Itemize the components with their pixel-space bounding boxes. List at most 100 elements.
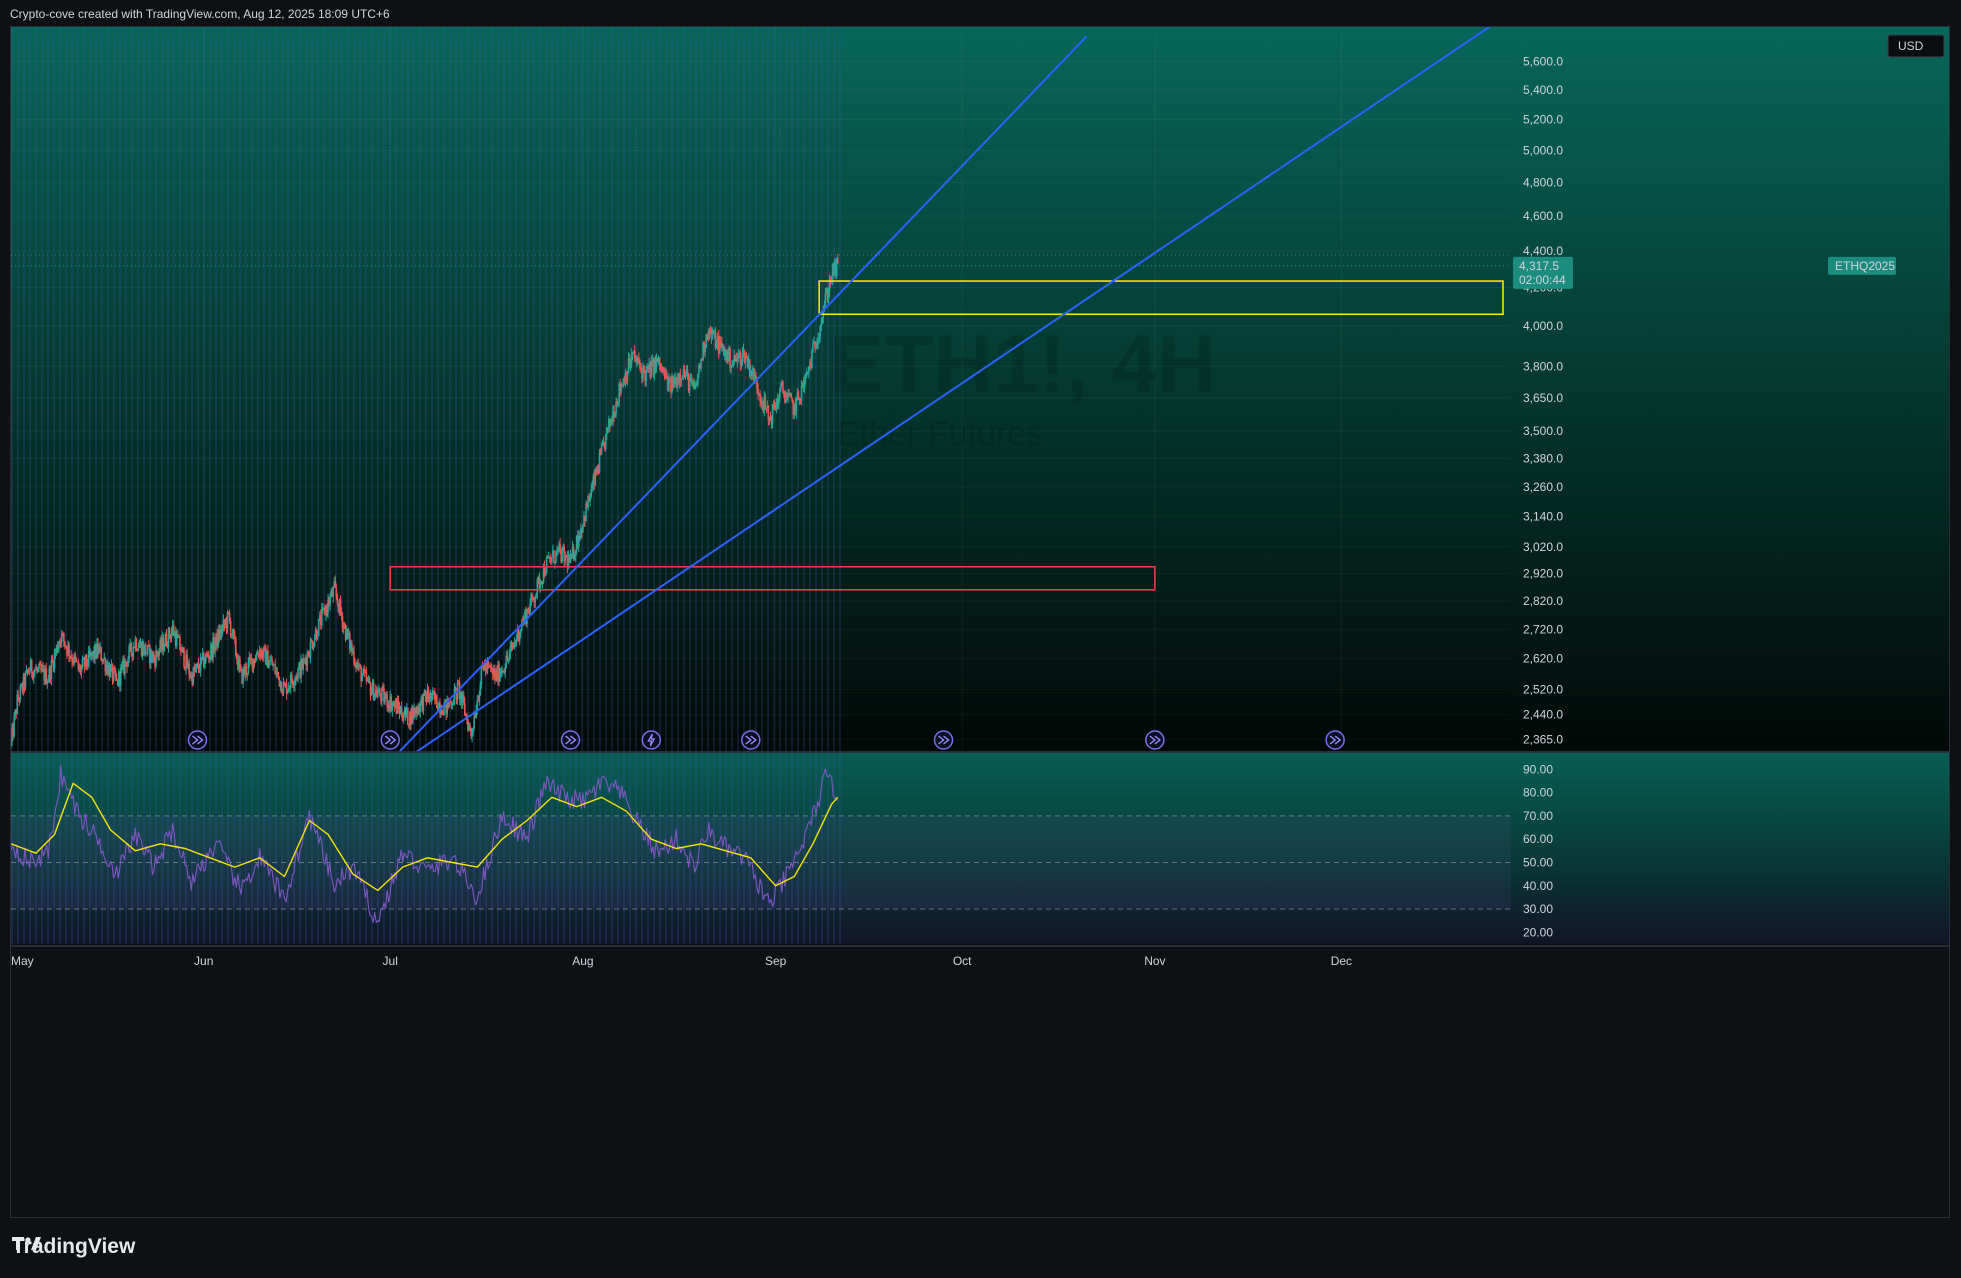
- candle-body: [824, 293, 827, 306]
- steep-trendline[interactable]: [389, 35, 1088, 762]
- rsi-moving-average-line[interactable]: [11, 782, 839, 892]
- fast-forward-icon[interactable]: [380, 730, 400, 750]
- rsi-tick-label: 90.00: [1523, 762, 1553, 776]
- candle-body: [657, 357, 660, 362]
- candle-body: [107, 665, 110, 674]
- candle-body: [455, 687, 458, 700]
- fast-forward-icon[interactable]: [1145, 730, 1165, 750]
- candle-body: [402, 716, 405, 721]
- candle-body: [36, 668, 38, 671]
- candle-body: [194, 669, 197, 672]
- fast-forward-icon[interactable]: [741, 730, 761, 750]
- candle-body: [277, 672, 280, 677]
- candle-body: [230, 634, 233, 636]
- candle-body: [742, 349, 745, 353]
- candle-body: [601, 441, 604, 446]
- candle-body: [488, 665, 491, 668]
- support-zone[interactable]: [389, 565, 1156, 591]
- candle-body: [766, 405, 769, 409]
- chart-frame[interactable]: ETH1!, 4H Ether Futures 5,600.0 5,400.0 5,20…: [10, 26, 1950, 1218]
- price-pane[interactable]: ETH1!, 4H Ether Futures 5,600.0 5,400.0 5,20…: [11, 27, 1950, 944]
- candle-body: [369, 683, 372, 696]
- candle-body: [439, 702, 441, 713]
- candle-body: [11, 727, 13, 742]
- chart-canvas[interactable]: ETH1!, 4H Ether Futures 5,600.0 5,400.0 5,20…: [11, 27, 1950, 1218]
- candle-body: [634, 358, 637, 362]
- candle-body: [464, 703, 466, 716]
- candle-body: [172, 625, 175, 636]
- rsi-pane[interactable]: 90.00 80.00 70.00 60.00 50.00 40.00 30.00 20.00: [11, 753, 1950, 944]
- candle-body: [649, 362, 652, 377]
- candle-body: [440, 710, 442, 713]
- candle-body: [102, 659, 105, 662]
- candle-body: [242, 668, 244, 684]
- candle-body: [486, 662, 489, 670]
- candle-body: [85, 654, 88, 665]
- candle-body: [772, 404, 775, 406]
- candle-body: [135, 639, 138, 650]
- candle-body: [383, 688, 385, 702]
- resistance-zone[interactable]: [818, 280, 1504, 316]
- candle-body: [43, 668, 45, 681]
- candle-body: [74, 654, 77, 659]
- fast-forward-icon[interactable]: [187, 730, 208, 750]
- candle-body: [21, 684, 24, 691]
- candle-body: [449, 702, 452, 704]
- candle-body: [575, 535, 578, 551]
- candle-body: [376, 692, 379, 697]
- candle-body: [28, 670, 31, 673]
- candle-body: [828, 279, 831, 293]
- candle-body: [688, 378, 691, 391]
- candle-body: [203, 662, 206, 668]
- candle-body: [95, 644, 97, 658]
- candle-body: [825, 290, 828, 294]
- currency-button[interactable]: [1887, 34, 1945, 58]
- candle-body: [787, 393, 789, 398]
- fast-forward-icon[interactable]: [933, 730, 954, 750]
- lightning-icon[interactable]: [641, 730, 662, 750]
- candle-body: [662, 370, 665, 373]
- fast-forward-icon[interactable]: [1325, 730, 1345, 750]
- candle-body: [49, 667, 52, 680]
- candle-body: [562, 547, 565, 549]
- candle-body: [398, 707, 401, 714]
- candle-body: [446, 699, 449, 715]
- price-axis[interactable]: [1511, 27, 1950, 751]
- price-tick-label: 2,365.0: [1523, 732, 1563, 746]
- candle-body: [403, 708, 406, 717]
- time-axis[interactable]: May Jun Jul Aug Sep Oct Nov Dec: [11, 27, 1950, 1218]
- candle-body: [735, 357, 738, 362]
- candle-body: [460, 692, 463, 703]
- candle-body: [715, 345, 718, 349]
- price-tick-label: 2,920.0: [1523, 566, 1563, 580]
- candle-body: [432, 691, 435, 694]
- candle-body: [436, 694, 438, 708]
- candle-body: [727, 350, 729, 362]
- candle-body: [489, 667, 492, 669]
- candle-body: [491, 669, 494, 675]
- candle-body: [746, 357, 749, 367]
- candle-body: [741, 352, 744, 362]
- shallow-trendline[interactable]: [402, 27, 1503, 763]
- candle-body: [557, 547, 559, 550]
- candle-body: [639, 362, 641, 368]
- fast-forward-icon[interactable]: [560, 730, 581, 750]
- candle-body: [437, 707, 439, 712]
- candle-body: [175, 633, 178, 646]
- candle-body: [254, 659, 257, 663]
- time-tick-label: Nov: [1144, 954, 1165, 968]
- candle-body: [25, 669, 28, 674]
- candle-body: [817, 338, 819, 344]
- candle-body: [739, 352, 742, 366]
- candle-body: [592, 476, 595, 486]
- candle-body: [131, 652, 134, 657]
- candle-body: [341, 616, 344, 629]
- candle-body: [633, 350, 636, 359]
- candle-body: [670, 378, 672, 393]
- candle-body: [602, 441, 605, 443]
- candle-body: [332, 587, 335, 597]
- candle-body: [323, 607, 325, 609]
- candle-body: [368, 677, 371, 684]
- candle-body: [668, 379, 670, 391]
- time-axis-background[interactable]: [11, 947, 1950, 1218]
